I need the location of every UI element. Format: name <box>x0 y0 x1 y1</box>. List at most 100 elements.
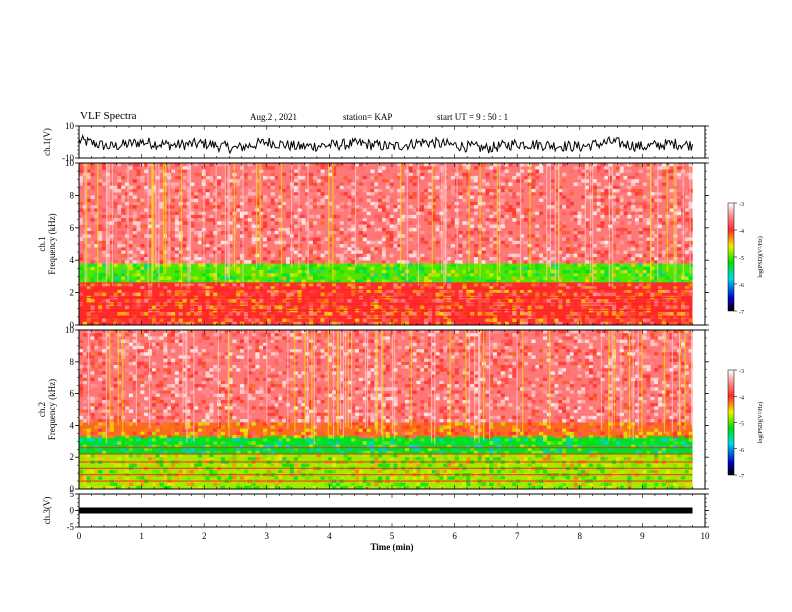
spectrogram-cell <box>79 393 84 398</box>
spectrogram-cell <box>646 205 651 209</box>
impulse-streak <box>479 163 481 280</box>
spectrogram-cell <box>293 169 298 174</box>
spectrogram-cell <box>516 253 521 258</box>
spectrogram-cell <box>209 286 214 290</box>
spectrogram-cell <box>102 371 107 375</box>
spectrogram-cell <box>228 393 233 398</box>
colorbar-label: log(PSD)(V²/Hz) <box>757 236 764 277</box>
spectrogram-cell <box>197 289 202 293</box>
spectrogram-cell <box>224 406 229 410</box>
spectrogram-cell <box>205 368 210 372</box>
spectrogram-cell <box>362 269 367 274</box>
spectrogram-cell <box>201 396 206 401</box>
spectrogram-cell <box>500 279 505 284</box>
spectrogram-cell <box>98 393 103 398</box>
spectrogram-cell <box>205 457 210 461</box>
spectrogram-cell <box>634 269 640 274</box>
spectrogram-cell <box>335 279 341 284</box>
spectrogram-cell <box>324 299 329 303</box>
spectrogram-cell <box>550 185 555 190</box>
spectrogram-cell <box>155 253 160 258</box>
spectrogram-cell <box>447 234 452 238</box>
spectrogram-cell <box>573 253 578 258</box>
spectrogram-cell <box>144 289 149 293</box>
spectrogram-cell <box>125 201 130 206</box>
spectrogram-cell <box>366 172 371 177</box>
spectrogram-cell <box>657 240 663 245</box>
spectrogram-cell <box>82 409 87 413</box>
spectrogram-cell <box>443 312 448 316</box>
spectrogram-cell <box>519 276 525 280</box>
spectrogram-cell <box>94 371 99 375</box>
spectrogram-cell <box>516 221 521 225</box>
spectrogram-cell <box>654 256 659 261</box>
spectrogram-cell <box>86 428 91 433</box>
spectrogram-cell <box>293 224 298 229</box>
spectrogram-cell <box>385 175 390 180</box>
spectrogram-cell <box>661 192 666 196</box>
spectrogram-cell <box>140 428 145 433</box>
spectrogram-cell <box>174 214 179 219</box>
spectrogram-cell <box>508 234 513 238</box>
spectrogram-cell <box>220 450 226 455</box>
spectrogram-cell <box>197 403 202 407</box>
spectrogram-cell <box>623 169 628 174</box>
spectrogram-cell <box>466 221 471 225</box>
spectrogram-cell <box>213 273 218 277</box>
spectrogram-cell <box>378 247 383 251</box>
spectrogram-cell <box>125 253 130 258</box>
spectrogram-cell <box>105 422 110 426</box>
spectrogram-cell <box>646 318 651 323</box>
spectrogram-cell <box>627 318 632 323</box>
spectrogram-cell <box>485 240 490 245</box>
spectrogram-cell <box>489 195 494 199</box>
spectrogram-cell <box>301 286 306 290</box>
spectrogram-cell <box>121 279 126 284</box>
spectrogram-cell <box>493 244 498 248</box>
spectrogram-cell <box>94 336 99 340</box>
spectrogram-cell <box>224 208 229 212</box>
spectrogram-cell <box>661 166 666 170</box>
spectrogram-cell <box>113 482 118 487</box>
spectrogram-cell <box>519 234 525 238</box>
spectrogram-cell <box>94 279 99 284</box>
spectrogram-cell <box>535 231 540 235</box>
spectrogram-cell <box>205 444 210 448</box>
spectrogram-cell <box>339 240 344 245</box>
spectrogram-cell <box>320 260 325 264</box>
spectrogram-cell <box>266 305 272 310</box>
spectrogram-cell <box>136 485 141 490</box>
spectrogram-cell <box>174 231 179 235</box>
spectrogram-cell <box>132 211 137 216</box>
spectrogram-cell <box>305 192 310 196</box>
spectrogram-cell <box>573 263 578 267</box>
spectrogram-cell <box>297 250 302 255</box>
spectrogram-cell <box>144 192 149 196</box>
spectrogram-cell <box>435 305 440 310</box>
spectrogram-cell <box>305 263 310 267</box>
spectrogram-cell <box>132 201 137 206</box>
spectrogram-cell <box>562 282 567 287</box>
spectrogram-cell <box>592 318 597 323</box>
spectrogram-cell <box>194 384 199 388</box>
spectrogram-cell <box>634 179 640 183</box>
spectrogram-cell <box>516 250 521 255</box>
spectrogram-cell <box>121 250 126 255</box>
spectrogram-cell <box>163 374 168 378</box>
spectrogram-cell <box>397 172 402 177</box>
spectrogram-cell <box>596 240 601 245</box>
spectrogram-cell <box>619 312 624 316</box>
spectrogram-cell <box>171 169 176 174</box>
spectrogram-cell <box>393 175 398 180</box>
spectrogram-cell <box>109 231 114 235</box>
spectrogram-cell <box>627 321 632 326</box>
spectrogram-cell <box>343 185 348 190</box>
spectrogram-cell <box>650 231 655 235</box>
spectrogram-cell <box>608 224 613 229</box>
spectrogram-cell <box>638 182 643 186</box>
spectrogram-cell <box>171 333 176 337</box>
spectrogram-cell <box>493 321 498 326</box>
spectrogram-cell <box>654 234 659 238</box>
spectrogram-cell <box>117 208 122 212</box>
spectrogram-cell <box>504 256 509 261</box>
